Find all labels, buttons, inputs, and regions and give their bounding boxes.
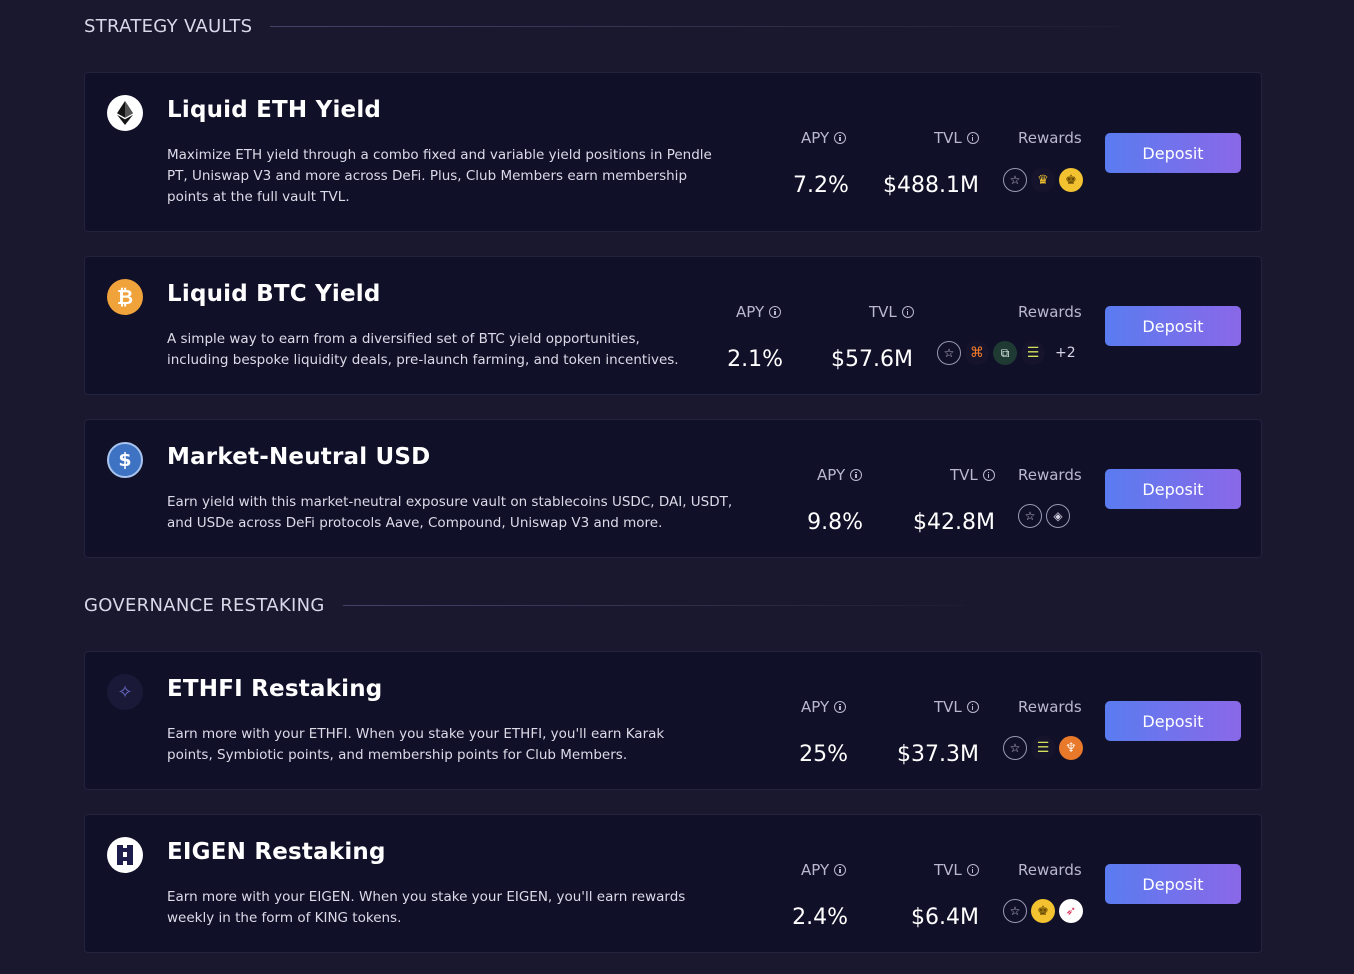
swirl-icon: ➶ — [1059, 899, 1083, 923]
tvl-label: TVL — [869, 303, 914, 321]
tvl-value: $488.1M — [883, 173, 979, 198]
rewards-list: ☆ ☰ ♆ — [1003, 736, 1087, 760]
ethfi-ring-icon: ◈ — [1046, 504, 1070, 528]
vault-title: Market-Neutral USD — [167, 444, 431, 470]
tvl-value: $6.4M — [911, 905, 979, 930]
apy-label: APY — [817, 466, 863, 484]
info-icon[interactable] — [966, 864, 979, 876]
info-icon[interactable] — [834, 864, 847, 876]
vault-description: Earn more with your EIGEN. When you stak… — [167, 889, 686, 926]
king-icon: ♚ — [1031, 899, 1055, 923]
eth-icon — [107, 95, 143, 131]
info-icon[interactable] — [850, 469, 863, 481]
btc-icon: ₿ — [107, 279, 143, 315]
info-icon[interactable] — [834, 701, 847, 713]
star-icon: ☆ — [1018, 504, 1042, 528]
tvl-value: $37.3M — [897, 742, 979, 767]
link-icon: ⧉ — [993, 341, 1017, 365]
star-icon: ☆ — [1003, 168, 1027, 192]
section-divider — [270, 25, 1121, 27]
rewards-list: ☆ ♛ ♚ — [1003, 168, 1087, 192]
apy-label: APY — [801, 698, 847, 716]
info-icon[interactable] — [966, 132, 979, 144]
apy-value: 9.8% — [807, 510, 863, 535]
vault-description: Earn more with your ETHFI. When you stak… — [167, 726, 665, 763]
star-icon: ☆ — [1003, 899, 1027, 923]
tvl-label: TVL — [934, 698, 979, 716]
deposit-button[interactable]: Deposit — [1105, 864, 1241, 904]
apy-label: APY — [736, 303, 782, 321]
vault-card-ethfi-restaking: ✧ ETHFI Restaking Earn more with your ET… — [84, 651, 1262, 790]
section-title: STRATEGY VAULTS — [84, 15, 253, 37]
vault-title: Liquid ETH Yield — [167, 97, 382, 123]
frame-icon: ⌘ — [965, 341, 989, 365]
deposit-button[interactable]: Deposit — [1105, 133, 1241, 173]
king-icon: ♚ — [1059, 168, 1083, 192]
section-divider — [342, 604, 963, 606]
stack-icon: ☰ — [1031, 736, 1055, 760]
rewards-label: Rewards — [1018, 698, 1082, 716]
info-icon[interactable] — [834, 132, 847, 144]
info-icon[interactable] — [901, 306, 914, 318]
stack-icon: ☰ — [1021, 341, 1045, 365]
tvl-label: TVL — [934, 861, 979, 879]
section-header-strategy-vaults: STRATEGY VAULTS — [84, 13, 1121, 39]
rewards-label: Rewards — [1018, 466, 1082, 484]
rewards-label: Rewards — [1018, 861, 1082, 879]
star-icon: ☆ — [937, 341, 961, 365]
deposit-button[interactable]: Deposit — [1105, 701, 1241, 741]
apy-value: 2.1% — [727, 347, 783, 372]
tvl-label: TVL — [950, 466, 995, 484]
section-header-governance-restaking: GOVERNANCE RESTAKING — [84, 592, 963, 618]
vault-card-eigen-restaking: EIGEN Restaking Earn more with your EIGE… — [84, 814, 1262, 953]
apy-value: 25% — [799, 742, 848, 767]
apy-label: APY — [801, 129, 847, 147]
vault-title: Liquid BTC Yield — [167, 281, 381, 307]
vault-description: Earn yield with this market-neutral expo… — [167, 494, 733, 531]
crown-icon: ♛ — [1031, 168, 1055, 192]
usdc-icon: $ — [107, 442, 143, 478]
section-title: GOVERNANCE RESTAKING — [84, 594, 325, 616]
rewards-list: ☆ ⌘ ⧉ ☰ +2 — [937, 341, 1076, 365]
vault-description: A simple way to earn from a diversified … — [167, 331, 679, 368]
ethfi-icon: ✧ — [107, 674, 143, 710]
karak-icon: ♆ — [1059, 736, 1083, 760]
rewards-list: ☆ ◈ — [1018, 504, 1074, 528]
eigen-icon — [107, 837, 143, 873]
star-icon: ☆ — [1003, 736, 1027, 760]
apy-value: 2.4% — [792, 905, 848, 930]
deposit-button[interactable]: Deposit — [1105, 306, 1241, 346]
rewards-label: Rewards — [1018, 303, 1082, 321]
tvl-value: $57.6M — [831, 347, 913, 372]
apy-label: APY — [801, 861, 847, 879]
info-icon[interactable] — [769, 306, 782, 318]
vault-card-liquid-btc-yield: ₿ Liquid BTC Yield A simple way to earn … — [84, 256, 1262, 395]
vault-title: EIGEN Restaking — [167, 839, 386, 865]
apy-value: 7.2% — [793, 173, 849, 198]
vault-card-market-neutral-usd: $ Market-Neutral USD Earn yield with thi… — [84, 419, 1262, 558]
rewards-list: ☆ ♚ ➶ — [1003, 899, 1087, 923]
tvl-label: TVL — [934, 129, 979, 147]
tvl-value: $42.8M — [913, 510, 995, 535]
vault-card-liquid-eth-yield: Liquid ETH Yield Maximize ETH yield thro… — [84, 72, 1262, 232]
vault-description: Maximize ETH yield through a combo fixed… — [167, 147, 712, 205]
info-icon[interactable] — [966, 701, 979, 713]
vault-title: ETHFI Restaking — [167, 676, 383, 702]
rewards-label: Rewards — [1018, 129, 1082, 147]
info-icon[interactable] — [982, 469, 995, 481]
more-rewards-count[interactable]: +2 — [1055, 345, 1076, 361]
deposit-button[interactable]: Deposit — [1105, 469, 1241, 509]
